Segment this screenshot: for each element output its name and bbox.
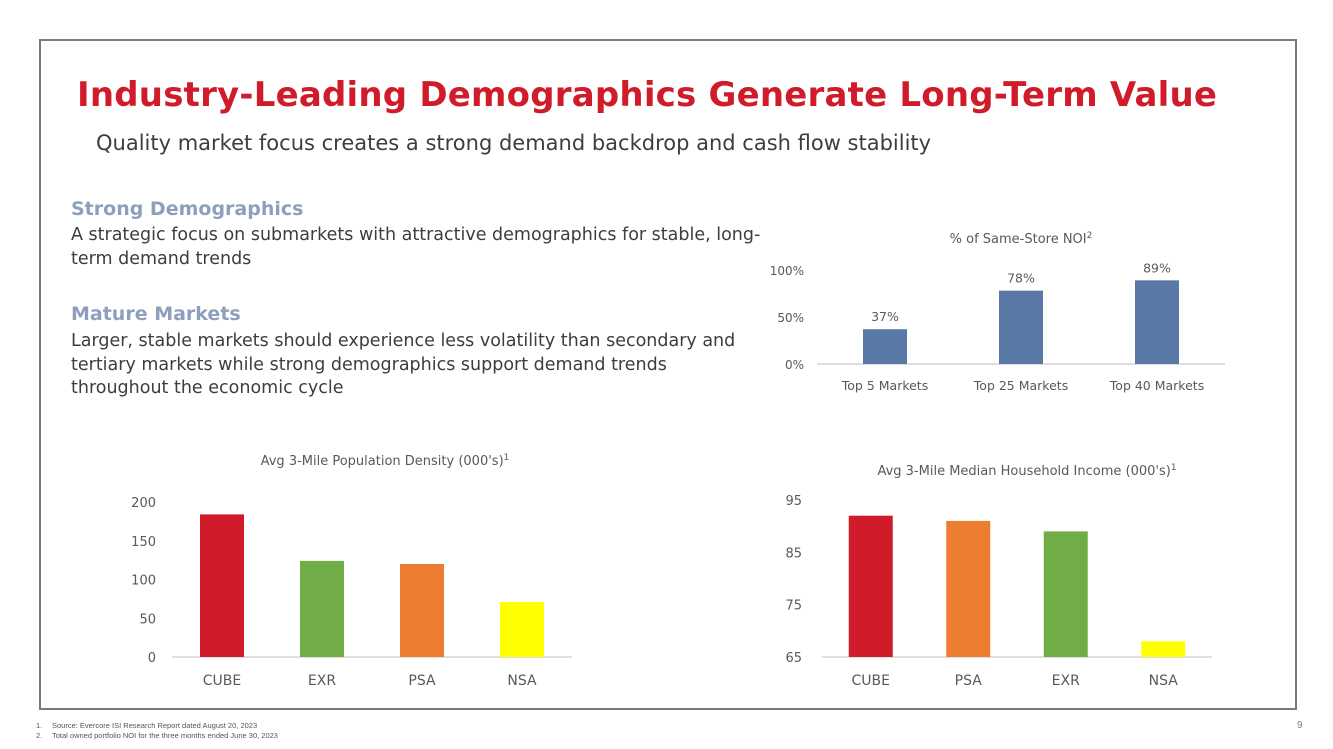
y-tick-label: 0	[148, 651, 156, 666]
footnote-1: 1. Source: Evercore ISI Research Report d…	[36, 721, 257, 730]
category-label: NSA	[1149, 673, 1179, 689]
bar-psa	[400, 564, 444, 657]
bar-top-5-markets	[863, 329, 907, 364]
data-label: 37%	[871, 309, 899, 324]
bar-top-40-markets	[1135, 280, 1179, 364]
category-label: CUBE	[852, 673, 890, 689]
y-tick-label: 50	[139, 612, 156, 627]
bar-cube	[200, 514, 244, 657]
category-label: PSA	[408, 673, 436, 689]
chart-household-income: Avg 3-Mile Median Household Income (000'…	[785, 463, 1212, 689]
category-label: EXR	[308, 673, 336, 689]
y-tick-label: 85	[785, 546, 802, 561]
slide-subtitle: Quality market focus creates a strong de…	[96, 131, 932, 155]
category-label: Top 40 Markets	[1109, 378, 1204, 393]
category-label: Top 5 Markets	[841, 378, 928, 393]
y-tick-label: 100%	[770, 264, 804, 278]
category-label: EXR	[1052, 673, 1080, 689]
y-tick-label: 150	[131, 535, 156, 550]
section-body-strong-demographics: A strategic focus on submarkets with att…	[71, 225, 761, 269]
section-heading-strong-demographics: Strong Demographics	[71, 198, 304, 220]
bar-nsa	[500, 601, 544, 657]
data-label: 78%	[1007, 271, 1035, 286]
y-tick-label: 50%	[777, 311, 804, 325]
footnote-text: Source: Evercore ISI Research Report dat…	[52, 721, 258, 730]
y-tick-label: 0%	[785, 358, 804, 372]
category-label: CUBE	[203, 673, 241, 689]
footnote-text: Total owned portfolio NOI for the three …	[52, 731, 278, 740]
chart-same-store-noi: % of Same-Store NOI2 0% 50% 100% Top 5 Mark…	[770, 231, 1225, 393]
section-body-mature-markets: Larger, stable markets should experience…	[71, 331, 736, 398]
footnote-number: 2.	[36, 731, 43, 740]
bar-top-25-markets	[999, 290, 1043, 364]
chart-population-density: Avg 3-Mile Population Density (000's)1 0…	[131, 453, 572, 689]
y-tick-label: 100	[131, 574, 156, 589]
bar-exr	[1043, 531, 1088, 657]
footnote-2: 2. Total owned portfolio NOI for the thre…	[36, 731, 278, 740]
bar-nsa	[1141, 641, 1186, 657]
chart-title: % of Same-Store NOI2	[950, 231, 1093, 247]
section-heading-mature-markets: Mature Markets	[71, 303, 241, 325]
page-number: 9	[1297, 720, 1303, 731]
chart-title: Avg 3-Mile Median Household Income (000'…	[877, 463, 1176, 479]
category-label: Top 25 Markets	[973, 378, 1068, 393]
bar-cube	[848, 515, 893, 657]
y-tick-label: 75	[785, 599, 802, 614]
slide-frame	[39, 39, 1297, 710]
footnote-number: 1.	[36, 721, 43, 730]
slide-title: Industry-Leading Demographics Generate L…	[77, 75, 1218, 115]
category-label: NSA	[507, 673, 537, 689]
category-label: PSA	[955, 673, 983, 689]
y-tick-label: 95	[785, 494, 802, 509]
bar-psa	[946, 520, 991, 657]
data-label: 89%	[1143, 260, 1171, 275]
chart-title: Avg 3-Mile Population Density (000's)1	[261, 453, 510, 469]
y-tick-label: 65	[785, 651, 802, 666]
y-tick-label: 200	[131, 496, 156, 511]
bar-exr	[300, 560, 344, 657]
